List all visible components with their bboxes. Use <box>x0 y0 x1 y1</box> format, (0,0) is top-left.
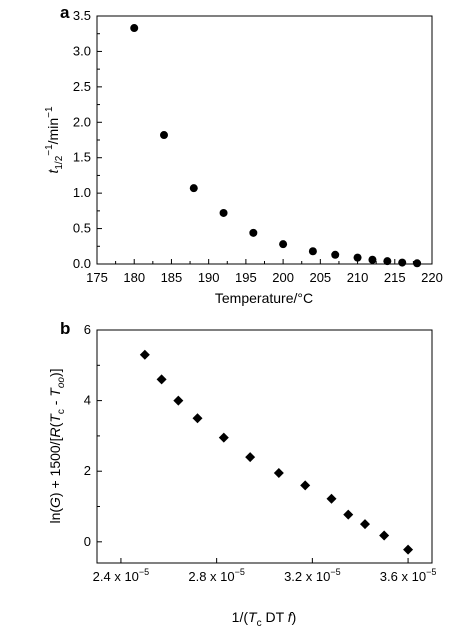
y-tick-label: 0.5 <box>73 221 91 236</box>
data-point <box>156 374 167 385</box>
x-tick-label: 2.4 x 10−5 <box>93 567 150 584</box>
x-tick-label: 180 <box>123 270 145 285</box>
data-point <box>160 131 168 140</box>
panel-a-frame <box>96 15 433 265</box>
x-tick-label: 2.8 x 10−5 <box>188 567 245 584</box>
data-point <box>173 395 184 406</box>
y-tick-label: 4 <box>84 393 91 408</box>
panel-b-y-axis-label: ln(G) + 1500/[R(Tc - Too)] <box>47 368 67 523</box>
panel-b-y-ticks: 0 2 4 6 <box>84 322 102 549</box>
panel-a: a 175 180 185 190 195 200 205 210 215 220 0.0 0.5 1… <box>44 3 443 306</box>
panel-a-label: a <box>60 3 70 22</box>
y-tick-label: 2.5 <box>73 79 91 94</box>
x-tick-label: 220 <box>421 270 443 285</box>
panel-b-frame <box>96 329 433 564</box>
panel-b-x-ticks: 2.4 x 10−5 2.8 x 10−5 3.2 x 10−5 3.6 x 10−5 <box>93 558 437 584</box>
x-tick-label: 185 <box>161 270 183 285</box>
panel-b: b 2.4 x 10−5 2.8 x 10−5 3.2 x 10−5 3.6 x 10… <box>47 319 436 629</box>
y-tick-label: 3.0 <box>73 43 91 58</box>
y-tick-label: 1.0 <box>73 185 91 200</box>
data-point <box>383 257 392 266</box>
data-point <box>360 519 370 530</box>
panel-a-x-ticks: 175 180 185 190 195 200 205 210 215 220 <box>86 259 443 285</box>
x-tick-label: 3.2 x 10−5 <box>284 567 341 584</box>
data-point <box>219 208 228 217</box>
panel-b-label: b <box>60 319 70 338</box>
x-tick-label: 195 <box>235 270 257 285</box>
panel-a-points <box>130 24 422 268</box>
x-tick-label: 205 <box>309 270 331 285</box>
data-point <box>331 250 340 259</box>
x-tick-label: 175 <box>86 270 108 285</box>
x-tick-label: 190 <box>198 270 220 285</box>
y-tick-label: 2 <box>84 463 91 478</box>
data-point <box>413 259 422 268</box>
x-tick-label: 210 <box>347 270 369 285</box>
data-point <box>343 509 354 520</box>
data-point <box>300 480 311 491</box>
data-point <box>249 228 258 237</box>
x-tick-label: 200 <box>272 270 294 285</box>
data-point <box>139 349 150 360</box>
panel-a-x-axis-label: Temperature/°C <box>215 290 313 306</box>
data-point <box>130 24 139 33</box>
y-tick-label: 0.0 <box>73 256 91 271</box>
data-point <box>403 544 414 555</box>
panel-a-y-ticks: 0.0 0.5 1.0 1.5 2.0 2.5 3.0 3.5 <box>73 8 102 271</box>
data-point <box>326 493 337 504</box>
panel-b-points <box>139 349 414 555</box>
y-tick-label: 0 <box>84 534 91 549</box>
x-tick-label: 215 <box>384 270 406 285</box>
data-point <box>398 258 407 267</box>
data-point <box>308 247 317 256</box>
data-point <box>192 413 203 424</box>
data-point <box>218 432 229 443</box>
y-tick-label: 1.5 <box>73 150 91 165</box>
panel-a-y-axis-label: t1/2−1/min−1 <box>44 106 65 173</box>
data-point <box>353 253 362 262</box>
data-point <box>189 184 198 193</box>
y-tick-label: 3.5 <box>73 8 91 23</box>
x-tick-label: 3.6 x 10−5 <box>380 567 437 584</box>
y-tick-label: 2.0 <box>73 114 91 129</box>
data-point <box>279 240 288 249</box>
y-tick-label: 6 <box>84 322 91 337</box>
data-point <box>273 467 284 478</box>
data-point <box>245 452 256 463</box>
data-point <box>379 530 390 541</box>
data-point <box>368 255 377 264</box>
panel-b-x-axis-label: 1/(Tc DT f) <box>232 609 297 629</box>
